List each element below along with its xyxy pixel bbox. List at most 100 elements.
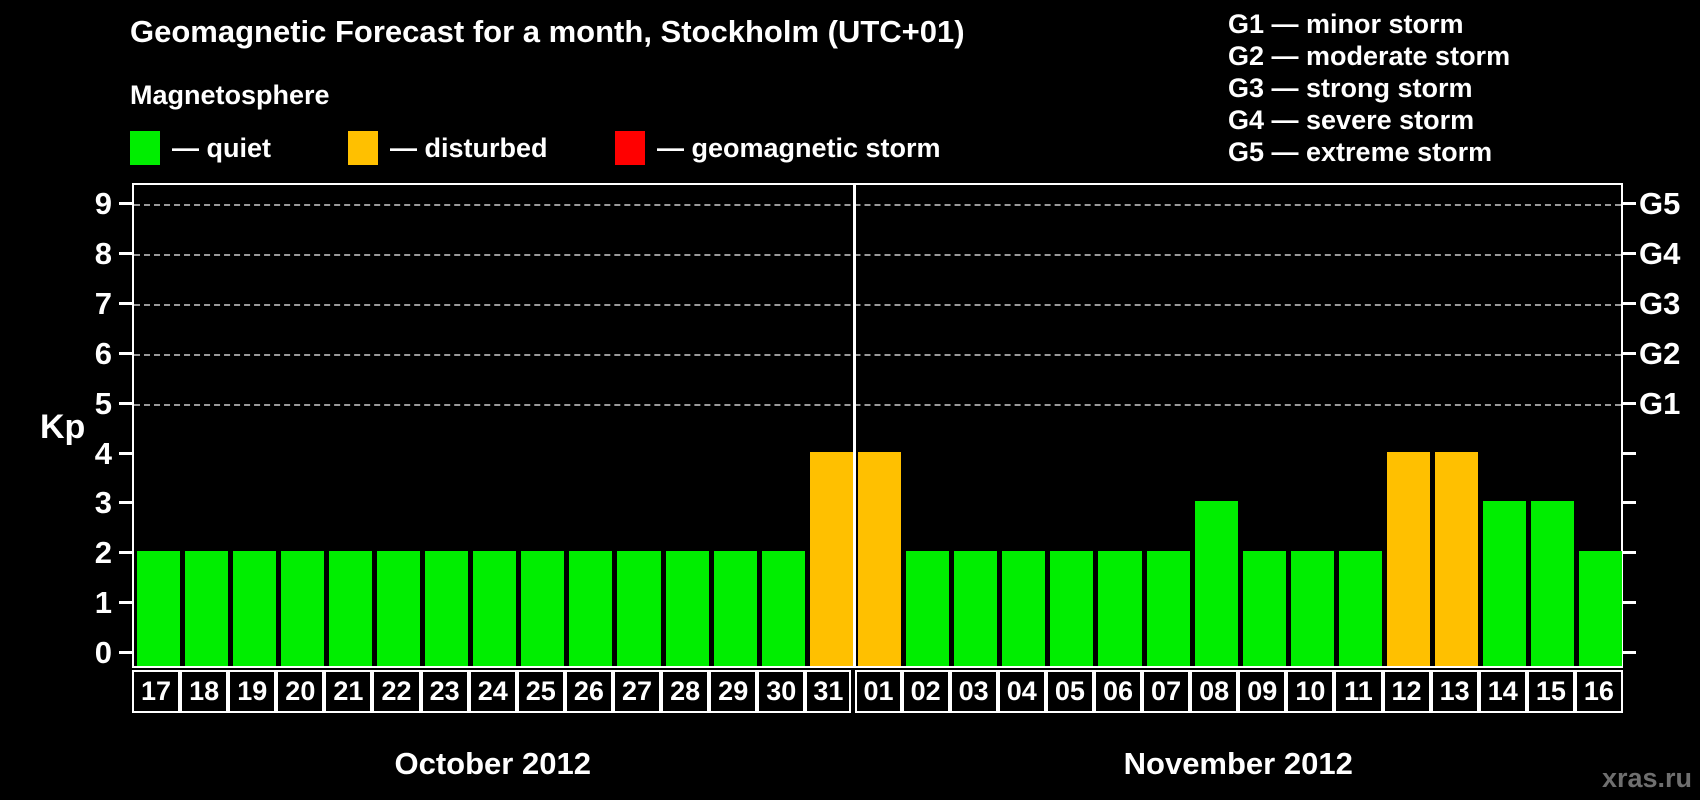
y-axis-tick-left-0: [119, 651, 132, 654]
month-label-november: November 2012: [1123, 746, 1353, 781]
gridline-kp-6: [134, 353, 1621, 356]
day-label-november-03: 03: [949, 670, 998, 713]
day-label-october-18: 18: [180, 670, 229, 713]
g4-legend-line: G4 — severe storm: [1228, 105, 1475, 135]
g2-legend-line: G2 — moderate storm: [1228, 41, 1511, 71]
day-label-october-22: 22: [372, 670, 421, 713]
y-axis-tick-left-9: [119, 202, 132, 206]
storm-color-swatch: [615, 131, 645, 165]
kp-bar-november-14: [1483, 501, 1527, 666]
day-label-november-13: 13: [1430, 670, 1479, 713]
legend-label-quiet: — quiet: [172, 132, 271, 163]
kp-bar-november-10: [1290, 551, 1334, 666]
legend-item-quiet: — quiet: [130, 130, 271, 166]
kp-bar-october-27: [617, 551, 661, 666]
y-axis-tick-left-6: [119, 351, 132, 355]
right-axis-label-g4: G4: [1639, 236, 1681, 272]
day-label-november-06: 06: [1093, 670, 1143, 713]
kp-bar-october-30: [761, 551, 805, 666]
kp-bar-november-04: [1002, 551, 1046, 666]
y-axis-tick-right-6: [1623, 351, 1636, 355]
day-label-october-29: 29: [709, 670, 758, 713]
month-divider-line: [852, 185, 856, 666]
quiet-color-swatch: [130, 131, 160, 165]
kp-bar-october-26: [569, 551, 613, 666]
day-label-november-02: 02: [901, 670, 950, 713]
legend-item-disturbed: — disturbed: [348, 130, 548, 166]
right-axis-label-g5: G5: [1639, 186, 1681, 222]
legend-label-disturbed: — disturbed: [390, 132, 548, 163]
day-label-november-15: 15: [1526, 670, 1575, 713]
day-label-october-23: 23: [420, 670, 469, 713]
y-tick-label-5: 5: [94, 385, 112, 421]
kp-bar-october-18: [184, 551, 228, 666]
y-axis-tick-left-8: [119, 252, 132, 256]
kp-bar-october-24: [473, 551, 517, 666]
y-axis-tick-left-1: [119, 601, 132, 605]
right-axis-label-g1: G1: [1639, 385, 1681, 421]
day-label-november-16: 16: [1574, 670, 1623, 713]
kp-bar-november-09: [1242, 551, 1286, 666]
kp-bar-november-05: [1050, 551, 1094, 666]
day-label-october-20: 20: [276, 670, 325, 713]
gridline-kp-8: [134, 254, 1621, 257]
g3-legend-line: G3 — strong storm: [1228, 73, 1473, 103]
kp-bar-november-07: [1146, 551, 1190, 666]
kp-bar-november-02: [906, 551, 950, 666]
kp-bar-october-29: [713, 551, 757, 666]
kp-bar-october-25: [521, 551, 565, 666]
y-axis-tick-right-9: [1623, 202, 1636, 206]
day-label-october-17: 17: [132, 670, 181, 713]
kp-bar-october-20: [280, 551, 324, 666]
gridline-kp-7: [134, 304, 1621, 307]
y-tick-label-9: 9: [94, 186, 112, 222]
y-axis-tick-right-2: [1623, 551, 1636, 555]
y-axis-tick-left-7: [119, 302, 132, 306]
y-tick-label-4: 4: [94, 435, 112, 471]
y-tick-label-6: 6: [94, 335, 112, 371]
kp-bar-november-08: [1194, 501, 1238, 666]
day-label-october-24: 24: [468, 670, 517, 713]
y-axis-tick-left-2: [119, 551, 132, 555]
day-label-november-10: 10: [1286, 670, 1335, 713]
legend-label-geomagnetic-storm: — geomagnetic storm: [657, 132, 941, 163]
magnetosphere-subtitle: Magnetosphere: [130, 80, 330, 110]
day-label-november-11: 11: [1334, 670, 1383, 713]
day-label-november-14: 14: [1478, 670, 1527, 713]
kp-bar-november-16: [1579, 551, 1623, 666]
kp-bar-october-28: [665, 551, 709, 666]
y-axis-tick-right-8: [1623, 252, 1636, 256]
y-axis-tick-right-0: [1623, 651, 1636, 654]
y-tick-label-3: 3: [94, 485, 112, 521]
y-axis-tick-left-4: [119, 451, 132, 455]
day-label-october-28: 28: [661, 670, 710, 713]
day-label-october-31: 31: [805, 670, 852, 713]
day-label-november-08: 08: [1190, 670, 1239, 713]
day-label-november-07: 07: [1142, 670, 1191, 713]
y-axis-tick-right-4: [1623, 451, 1636, 455]
right-axis-label-g3: G3: [1639, 286, 1681, 322]
kp-bar-november-15: [1531, 501, 1575, 666]
y-axis-tick-left-5: [119, 401, 132, 405]
y-axis-tick-right-7: [1623, 302, 1636, 306]
kp-bar-october-22: [376, 551, 421, 666]
watermark: xras.ru: [1601, 763, 1692, 793]
kp-bar-november-06: [1098, 551, 1142, 666]
day-label-november-01: 01: [855, 670, 902, 713]
kp-bar-october-19: [232, 551, 276, 666]
day-label-november-04: 04: [997, 670, 1046, 713]
y-tick-label-7: 7: [94, 286, 112, 322]
y-tick-label-1: 1: [94, 585, 112, 621]
legend-item-geomagnetic-storm: — geomagnetic storm: [615, 130, 941, 166]
y-axis-tick-right-5: [1623, 401, 1636, 405]
day-label-october-27: 27: [612, 670, 662, 713]
day-label-october-30: 30: [757, 670, 806, 713]
y-axis-tick-right-3: [1623, 501, 1636, 505]
kp-bar-october-21: [328, 551, 372, 666]
g1-legend-line: G1 — minor storm: [1228, 9, 1464, 39]
day-label-october-26: 26: [564, 670, 613, 713]
kp-bar-october-23: [425, 551, 469, 666]
plot-area: [132, 183, 1623, 668]
kp-bar-november-13: [1435, 451, 1479, 666]
